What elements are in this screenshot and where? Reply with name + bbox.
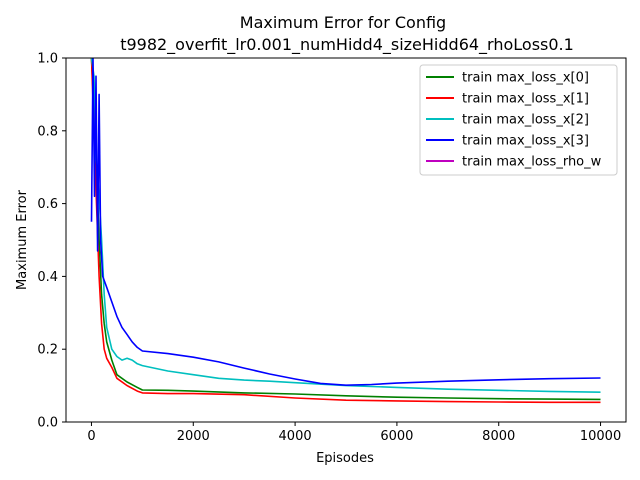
series-line-2	[90, 58, 601, 393]
series-line-3	[90, 58, 601, 387]
legend-label: train max_loss_x[1]	[462, 92, 589, 107]
chart-subtitle: t9982_overfit_lr0.001_numHidd4_sizeHidd6…	[120, 35, 574, 55]
y-tick-label: 0.0	[37, 416, 58, 431]
legend-label: train max_loss_x[2]	[462, 113, 589, 128]
chart-title: Maximum Error for Config	[240, 13, 446, 32]
x-axis-label: Episodes	[316, 451, 374, 466]
plot-lines	[90, 58, 601, 404]
series-line-1	[90, 58, 601, 404]
legend-box	[419, 64, 618, 176]
y-tick-label: 0.8	[37, 124, 58, 139]
x-tick-label: 4000	[279, 429, 312, 444]
x-axis-ticks: 0 2000 4000 6000 8000 10000	[87, 422, 621, 444]
y-tick-label: 0.2	[37, 343, 58, 358]
y-tick-label: 1.0	[37, 52, 58, 67]
x-tick-label: 6000	[380, 429, 413, 444]
series-line-0	[90, 58, 601, 401]
x-tick-label: 10000	[580, 429, 621, 444]
legend-label: train max_loss_rho_w	[462, 155, 602, 170]
y-tick-label: 0.6	[37, 197, 58, 212]
y-axis-ticks: 0.0 0.2 0.4 0.6 0.8 1.0	[37, 52, 66, 431]
legend: train max_loss_x[0]train max_loss_x[1]tr…	[419, 64, 618, 176]
legend-label: train max_loss_x[3]	[462, 134, 589, 149]
x-tick-label: 8000	[482, 429, 515, 444]
legend-label: train max_loss_x[0]	[462, 71, 589, 86]
x-tick-label: 0	[87, 429, 95, 444]
y-axis-label: Maximum Error	[15, 189, 30, 290]
y-tick-label: 0.4	[37, 270, 58, 285]
x-tick-label: 2000	[177, 429, 210, 444]
plot-frame	[65, 57, 627, 423]
